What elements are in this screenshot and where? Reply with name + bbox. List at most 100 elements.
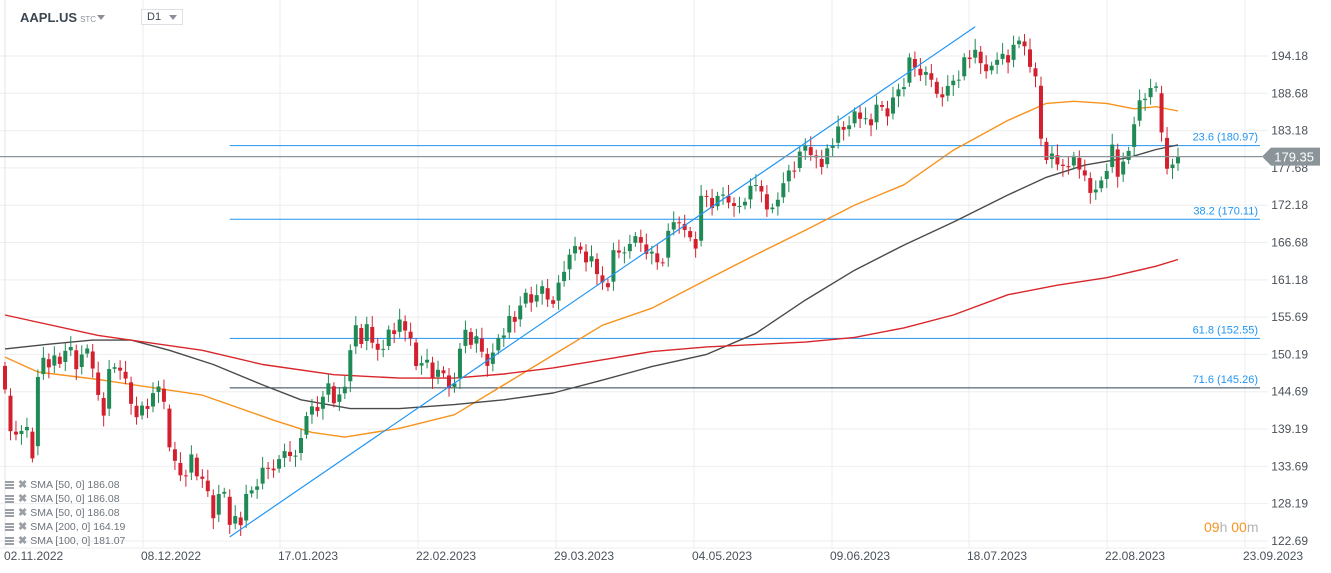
chart-header: AAPL.US STC D1 — [0, 0, 300, 34]
candle-up — [863, 118, 868, 120]
settings-list-icon[interactable] — [5, 481, 14, 489]
y-tick-label: 172.18 — [1271, 198, 1308, 212]
candle-up — [425, 359, 430, 363]
candle-up — [556, 282, 561, 301]
indicator-legend: ✖ SMA [50, 0] 186.08 ✖ SMA [50, 0] 186.08 … — [5, 478, 125, 548]
candle-up — [24, 426, 29, 431]
candle-down — [3, 365, 7, 390]
legend-item: ✖ SMA [100, 0] 181.07 — [5, 534, 125, 548]
candle-down — [616, 250, 621, 253]
y-tick-label: 166.68 — [1271, 236, 1308, 250]
settings-list-icon[interactable] — [5, 537, 14, 545]
sma-line-sma50 — [4, 100, 1179, 438]
candle-down — [430, 362, 435, 379]
candle-up — [1143, 98, 1148, 101]
candle-down — [808, 147, 813, 156]
candle-up — [589, 256, 594, 262]
candle-down — [178, 462, 183, 476]
candle-down — [331, 386, 336, 404]
timeframe-select[interactable]: D1 — [141, 9, 183, 25]
candle-up — [507, 316, 512, 333]
candle-up — [381, 348, 386, 350]
candle-down — [584, 251, 589, 263]
candle-down — [123, 371, 128, 379]
candle-up — [797, 151, 802, 168]
close-icon[interactable]: ✖ — [18, 507, 28, 519]
symbol-selector[interactable]: AAPL.US STC — [20, 10, 96, 25]
candle-up — [309, 406, 314, 415]
candle-down — [934, 81, 939, 94]
candle-down — [1060, 164, 1065, 166]
candle-down — [967, 57, 972, 60]
close-icon[interactable]: ✖ — [18, 521, 28, 533]
candle-down — [167, 408, 172, 448]
candle-down — [1028, 49, 1033, 67]
candle-down — [375, 343, 380, 350]
candle-down — [1088, 178, 1093, 193]
candle-down — [858, 112, 863, 119]
candle-down — [161, 388, 166, 402]
candle-up — [989, 65, 994, 71]
x-tick-label: 22.02.2023 — [416, 549, 476, 563]
settings-list-icon[interactable] — [5, 509, 14, 517]
candle-up — [112, 367, 117, 369]
fibonacci-retracement[interactable]: 23.6 (180.97) 38.2 (170.11) 61.8 (152.55) 7… — [229, 132, 1260, 389]
candle-down — [1066, 166, 1071, 168]
candle-down — [644, 244, 649, 254]
candle-up — [666, 230, 671, 258]
candle-up — [995, 59, 1000, 65]
candle-up — [737, 205, 742, 207]
chevron-down-icon — [169, 15, 177, 20]
candle-up — [836, 126, 841, 143]
candle-up — [79, 354, 84, 368]
candle-down — [551, 300, 556, 304]
y-tick-label: 139.19 — [1271, 422, 1308, 436]
candle-up — [1017, 40, 1022, 45]
close-icon[interactable]: ✖ — [18, 479, 28, 491]
candle-up — [518, 305, 523, 320]
settings-list-icon[interactable] — [5, 523, 14, 531]
candle-down — [315, 407, 320, 411]
candle-down — [46, 359, 51, 368]
drawings[interactable] — [0, 26, 1262, 538]
candle-down — [57, 356, 62, 364]
fib-level-label: 23.6 (180.97) — [1193, 132, 1258, 144]
candle-down — [1038, 85, 1043, 139]
candle-up — [255, 486, 260, 490]
timer-h: h — [1219, 519, 1232, 535]
candle-up — [830, 145, 835, 148]
candle-down — [600, 275, 605, 283]
close-icon[interactable]: ✖ — [18, 493, 28, 505]
candle-down — [403, 321, 408, 331]
candle-down — [764, 194, 769, 210]
candle-up — [562, 271, 567, 282]
candle-up — [671, 222, 676, 230]
current-price-tag — [1262, 147, 1320, 166]
candle-up — [1000, 53, 1005, 59]
x-tick-label: 02.11.2022 — [4, 549, 63, 563]
candle-up — [781, 183, 786, 198]
candle-up — [35, 376, 40, 447]
candle-up — [304, 416, 309, 435]
close-icon[interactable]: ✖ — [18, 535, 28, 547]
candle-down — [578, 246, 583, 250]
candle-down — [200, 476, 205, 479]
candle-up — [1176, 156, 1180, 164]
sma-line-sma200 — [4, 258, 1179, 379]
x-tick-label: 09.06.2023 — [830, 549, 890, 563]
candle-up — [1170, 164, 1175, 169]
x-tick-label: 18.07.2023 — [967, 549, 1027, 563]
candle-down — [677, 222, 682, 224]
candle-up — [353, 325, 358, 347]
candle-up — [715, 195, 720, 207]
candle-up — [847, 125, 852, 130]
settings-list-icon[interactable] — [5, 495, 14, 503]
candle-down — [792, 170, 797, 172]
chevron-down-icon[interactable] — [97, 15, 105, 20]
y-tick-label: 188.68 — [1271, 86, 1308, 100]
candle-up — [622, 252, 627, 254]
candle-down — [841, 126, 846, 130]
y-tick-label: 161.18 — [1271, 273, 1308, 287]
candle-up — [803, 145, 808, 151]
